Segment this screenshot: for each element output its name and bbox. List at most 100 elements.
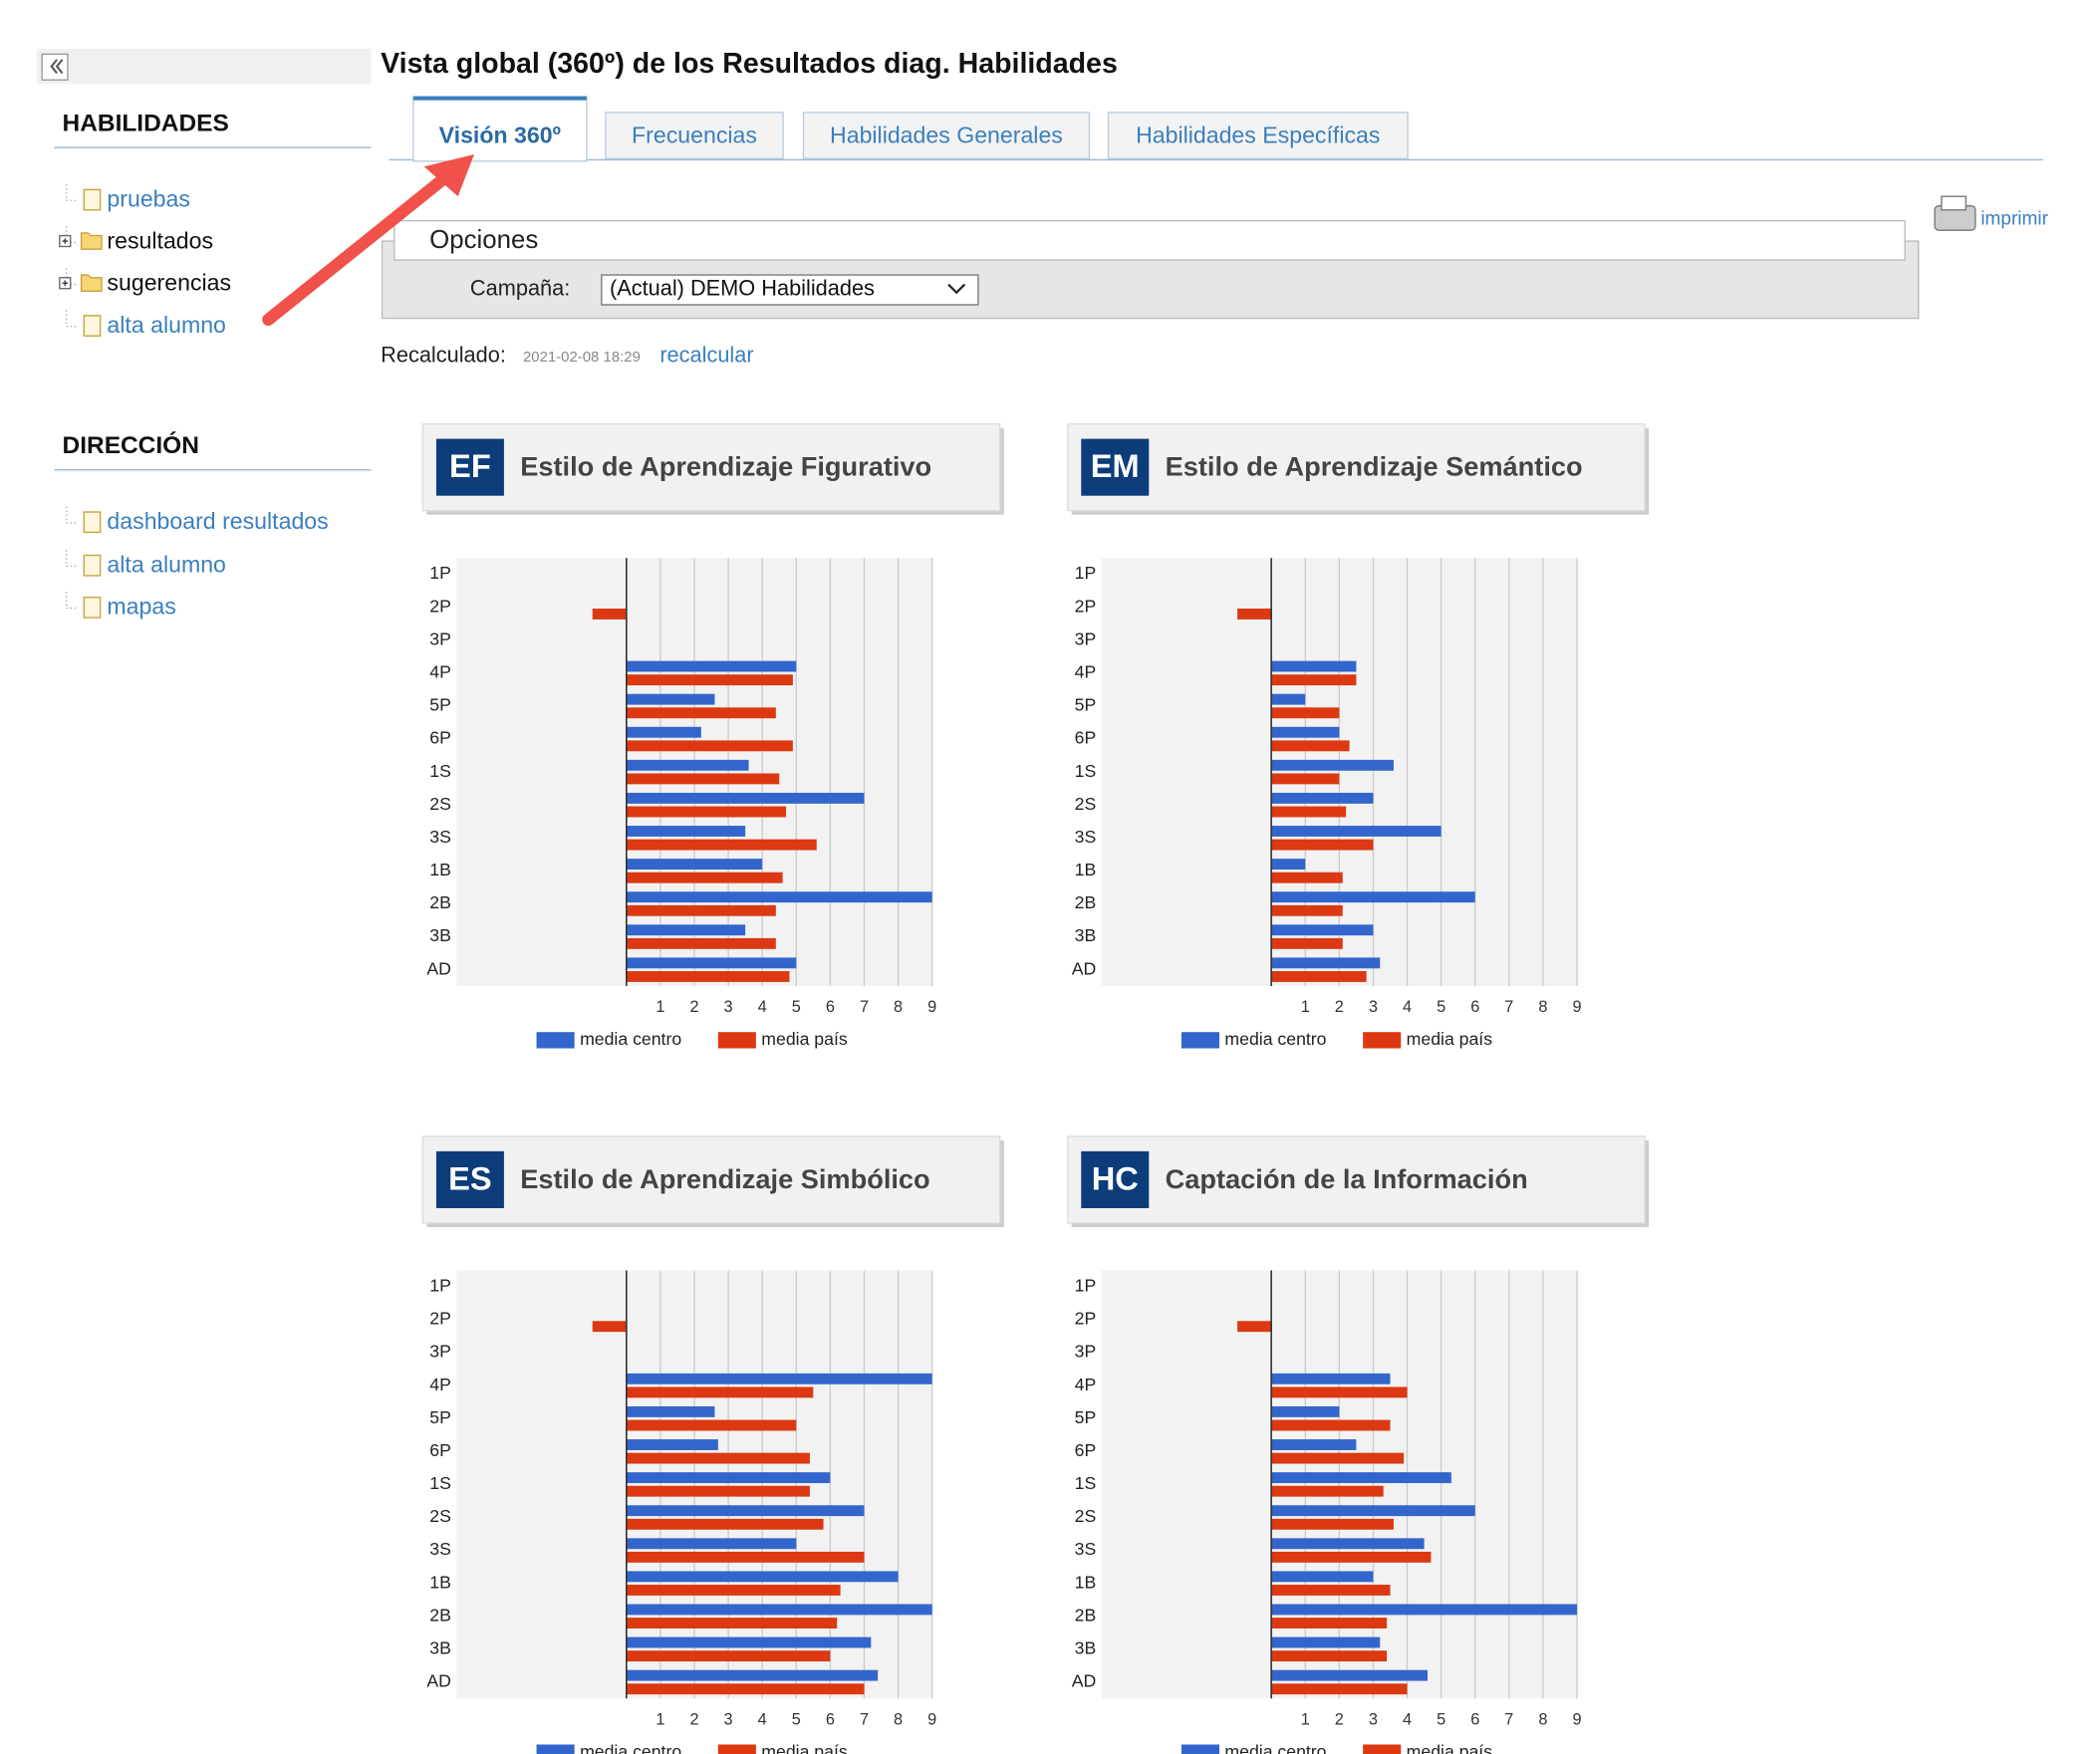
legend-swatch <box>717 1744 756 1754</box>
x-tick-label: 9 <box>927 1710 936 1728</box>
y-tick-label: 2P <box>429 596 451 616</box>
tree-line <box>65 183 79 201</box>
bar <box>1271 707 1340 719</box>
x-tick-label: 1 <box>656 1710 664 1728</box>
y-tick-label: 3B <box>1075 925 1097 945</box>
page-title: Vista global (360º) de los Resultados di… <box>381 48 1118 80</box>
bar <box>1271 1636 1381 1648</box>
chart-code: EF <box>449 447 491 484</box>
y-tick-label: 1P <box>1075 563 1097 583</box>
x-tick-label: 6 <box>826 998 835 1016</box>
y-tick-label: 4P <box>1075 1375 1097 1394</box>
chart-title: Estilo de Aprendizaje Figurativo <box>520 451 931 482</box>
y-tick-label: 1B <box>429 860 451 879</box>
x-tick-label: 6 <box>1470 998 1479 1016</box>
annotation-arrow-head <box>423 154 474 197</box>
x-tick-label: 4 <box>758 1710 767 1728</box>
print-link[interactable]: imprimir <box>1980 208 2048 229</box>
printer-paper <box>1941 195 1968 211</box>
x-tick-label: 7 <box>1504 1710 1513 1728</box>
print-button[interactable]: imprimir <box>1934 195 2049 231</box>
y-tick-label: 3B <box>1075 1638 1097 1658</box>
y-tick-label: 1P <box>429 563 451 583</box>
bar <box>626 1472 831 1484</box>
x-tick-label: 2 <box>689 1710 698 1728</box>
campaign-value: (Actual) DEMO Habilidades <box>610 276 875 301</box>
y-tick-label: 1S <box>429 1473 451 1493</box>
chart-title: Captación de la Información <box>1166 1163 1528 1194</box>
campaign-select[interactable] <box>601 274 979 306</box>
bar <box>1271 1452 1405 1464</box>
bar <box>1271 740 1350 752</box>
y-tick-label: 3S <box>429 827 451 847</box>
nav-item[interactable]: pruebas <box>107 185 190 211</box>
recalc-link[interactable]: recalcular <box>659 342 753 367</box>
x-tick-label: 1 <box>1301 998 1310 1016</box>
y-tick-label: 1S <box>1075 761 1097 781</box>
y-tick-label: 3B <box>429 925 451 945</box>
x-tick-label: 7 <box>860 1710 869 1728</box>
y-tick-label: 3P <box>429 628 451 648</box>
sidebar-toggle-bar <box>36 48 372 85</box>
bar <box>626 1604 932 1616</box>
bar <box>626 826 746 837</box>
nav-item[interactable]: resultados <box>107 228 213 254</box>
bar <box>626 1636 872 1648</box>
x-tick-label: 5 <box>1437 1710 1445 1728</box>
chart-card: EM Estilo de Aprendizaje Semántico 1 2 3 4 5 6 7… <box>1067 422 1650 1049</box>
nav-item[interactable]: alta alumno <box>107 552 225 578</box>
tab[interactable] <box>1107 112 1409 159</box>
x-tick-label: 8 <box>1538 1710 1547 1728</box>
bar <box>626 674 793 686</box>
chart-code: ES <box>448 1159 492 1196</box>
tab-label: Visión 360º <box>439 122 562 147</box>
y-tick-label: 2P <box>1075 1309 1097 1329</box>
x-tick-label: 6 <box>1470 1710 1479 1728</box>
tab-label: Frecuencias <box>632 122 757 147</box>
section-title: HABILIDADES <box>63 111 229 137</box>
chart-card: HC Captación de la Información 1 2 3 4 5 6 7 8 9 1P… <box>1067 1135 1650 1754</box>
bar <box>1271 1405 1340 1417</box>
x-tick-label: 1 <box>656 998 664 1016</box>
bar <box>626 759 749 771</box>
bar <box>626 859 763 871</box>
y-tick-label: AD <box>426 958 451 978</box>
bar <box>592 1321 627 1333</box>
nav-item[interactable]: sugerencias <box>107 270 231 296</box>
x-tick-label: 9 <box>1573 998 1582 1016</box>
annotation-arrow <box>262 169 453 327</box>
bar <box>1271 693 1306 705</box>
tabs: Visión 360º Frecuencias Habilidades Genera… <box>412 96 1409 162</box>
tab[interactable] <box>605 112 784 159</box>
bar <box>626 1505 865 1517</box>
nav-item[interactable]: mapas <box>107 594 175 620</box>
y-tick-label: 6P <box>1075 728 1097 748</box>
collapse-icon <box>50 59 64 75</box>
x-tick-label: 6 <box>826 1710 835 1728</box>
bar <box>1271 674 1357 686</box>
section-title: DIRECCIÓN <box>63 431 199 459</box>
folder-icon <box>80 274 103 293</box>
legend-label: media país <box>1407 1029 1493 1049</box>
charts: EF Estilo de Aprendizaje Figurativo 1 2 3 4 5 6… <box>421 422 1650 1754</box>
collapse-button[interactable] <box>41 53 69 81</box>
tab[interactable] <box>412 97 588 162</box>
bar <box>626 1439 718 1450</box>
x-tick-label: 2 <box>1335 998 1344 1016</box>
chart-code-box <box>435 438 504 496</box>
chart-code: HC <box>1092 1159 1139 1196</box>
bar <box>626 971 790 982</box>
nav-item[interactable]: alta alumno <box>107 312 225 338</box>
bar <box>1271 1683 1408 1695</box>
y-tick-label: AD <box>426 1671 451 1691</box>
x-tick-label: 5 <box>792 998 801 1016</box>
tab[interactable] <box>802 112 1091 159</box>
legend-swatch <box>1363 1744 1402 1754</box>
bar <box>626 1538 797 1550</box>
nav-item[interactable]: dashboard resultados <box>107 508 328 534</box>
x-tick-label: 3 <box>1369 998 1378 1016</box>
chart-code-box <box>435 1150 504 1208</box>
tab-label: Habilidades Generales <box>830 122 1063 147</box>
bar <box>1271 826 1442 837</box>
